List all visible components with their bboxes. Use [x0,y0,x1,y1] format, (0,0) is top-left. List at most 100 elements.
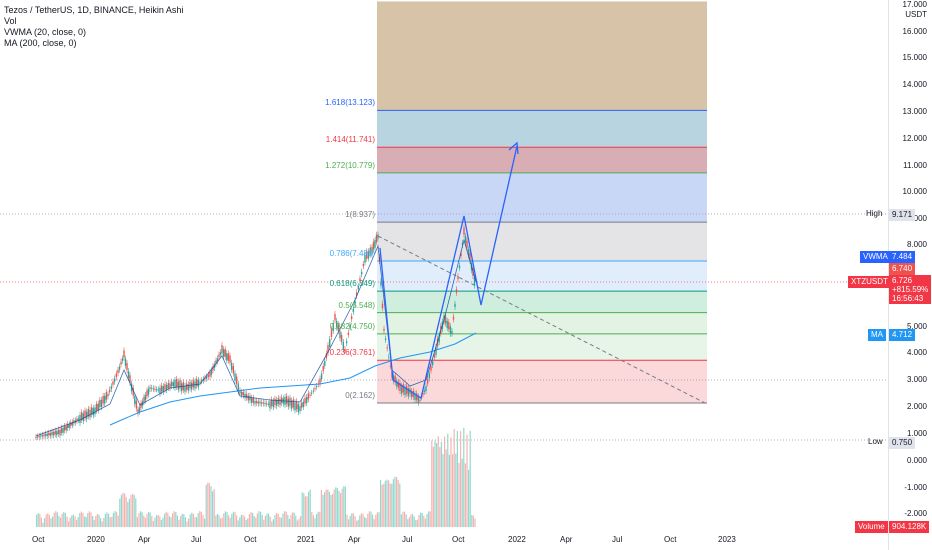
candle [446,320,448,329]
candle [172,382,175,387]
volume-bar [389,483,391,527]
time-tick: 2023 [718,535,736,544]
ticker-tag: XTZUSDT [848,276,891,288]
candle [57,429,60,434]
price-tick: -1.000 [904,483,927,492]
volume-bar [314,518,316,527]
volume-bar [296,520,298,527]
candle [170,381,173,387]
price-chart[interactable] [0,0,888,550]
volume-bar [40,517,42,527]
candle [209,372,211,377]
candle [149,387,151,389]
volume-bar [231,513,233,527]
volume-bar [188,518,190,527]
volume-bar [223,513,225,527]
candle [352,308,355,313]
fib-zone [377,110,707,148]
candle [428,373,431,379]
volume-bar [236,515,238,527]
candle [159,387,161,394]
candle [290,400,293,409]
volume-bar [82,512,84,527]
volume-bar [71,515,73,527]
volume-bar [394,476,396,527]
candle [254,401,256,404]
candle [169,383,171,389]
fib-zone [377,1,707,111]
volume-bar [392,479,394,527]
candle [339,331,341,339]
candle [345,341,348,344]
symbol-title[interactable]: Tezos / TetherUS, 1D, BINANCE, Heikin As… [4,5,184,15]
volume-bar [215,515,217,527]
candle [405,385,408,394]
candle [79,415,81,423]
candle [160,385,163,392]
volume-bar [117,515,119,527]
volume-bar [135,498,137,527]
volume-bar [332,493,334,527]
chart-legend[interactable]: Tezos / TetherUS, 1D, BINANCE, Heikin As… [4,5,183,49]
volume-bar [458,462,460,527]
volume-bar [248,514,250,527]
candle [126,363,128,371]
candle [464,235,467,243]
candle [455,289,458,293]
volume-bar [58,516,60,527]
volume-bar [250,512,252,527]
candle [43,434,45,437]
fib-label: 0.618(6.349) [329,279,375,289]
volume-bar [149,512,151,527]
candle [380,281,382,286]
volume-bar [143,515,145,527]
candle [155,389,158,391]
volume-bar [284,511,286,527]
legend-ma[interactable]: MA (200, close, 0) [4,38,77,48]
candle [84,410,86,419]
candle [242,391,245,396]
candle [259,401,261,404]
volume-bar [330,494,332,527]
volume-bar [120,494,122,527]
candle [187,384,190,391]
volume-bar [156,515,158,527]
legend-vol[interactable]: Vol [4,16,17,26]
volume-bar [365,518,367,527]
volume-bar [109,517,111,527]
low-value: 0.750 [889,437,916,449]
candle [105,392,108,400]
fib-zone [377,147,707,173]
volume-bar [317,511,319,527]
fib-zone [377,312,707,334]
volume-bar [44,518,46,527]
candle [237,383,240,392]
candle [375,234,378,243]
volume-bar [293,512,295,527]
candle [466,240,468,248]
candle [129,375,131,383]
volume-bar [144,517,146,527]
volume-bar [298,518,300,527]
candle [414,393,416,400]
volume-bar [240,514,242,527]
candle [108,389,111,393]
candle [451,331,453,334]
candle [426,378,429,384]
candle [120,361,122,365]
candle [82,413,85,422]
candle [417,396,420,403]
volume-bar [437,436,439,527]
volume-bar [466,434,468,527]
volume-bar [263,519,265,527]
volume-bar [152,521,154,527]
volume-bar [375,514,377,527]
volume-bar [274,514,276,527]
volume-bar [148,511,150,527]
candle [110,386,113,390]
volume-bar [426,514,428,527]
volume-bar [95,516,97,527]
candle [143,396,145,402]
candle [330,329,333,337]
legend-vwma[interactable]: VWMA (20, close, 0) [4,27,87,37]
